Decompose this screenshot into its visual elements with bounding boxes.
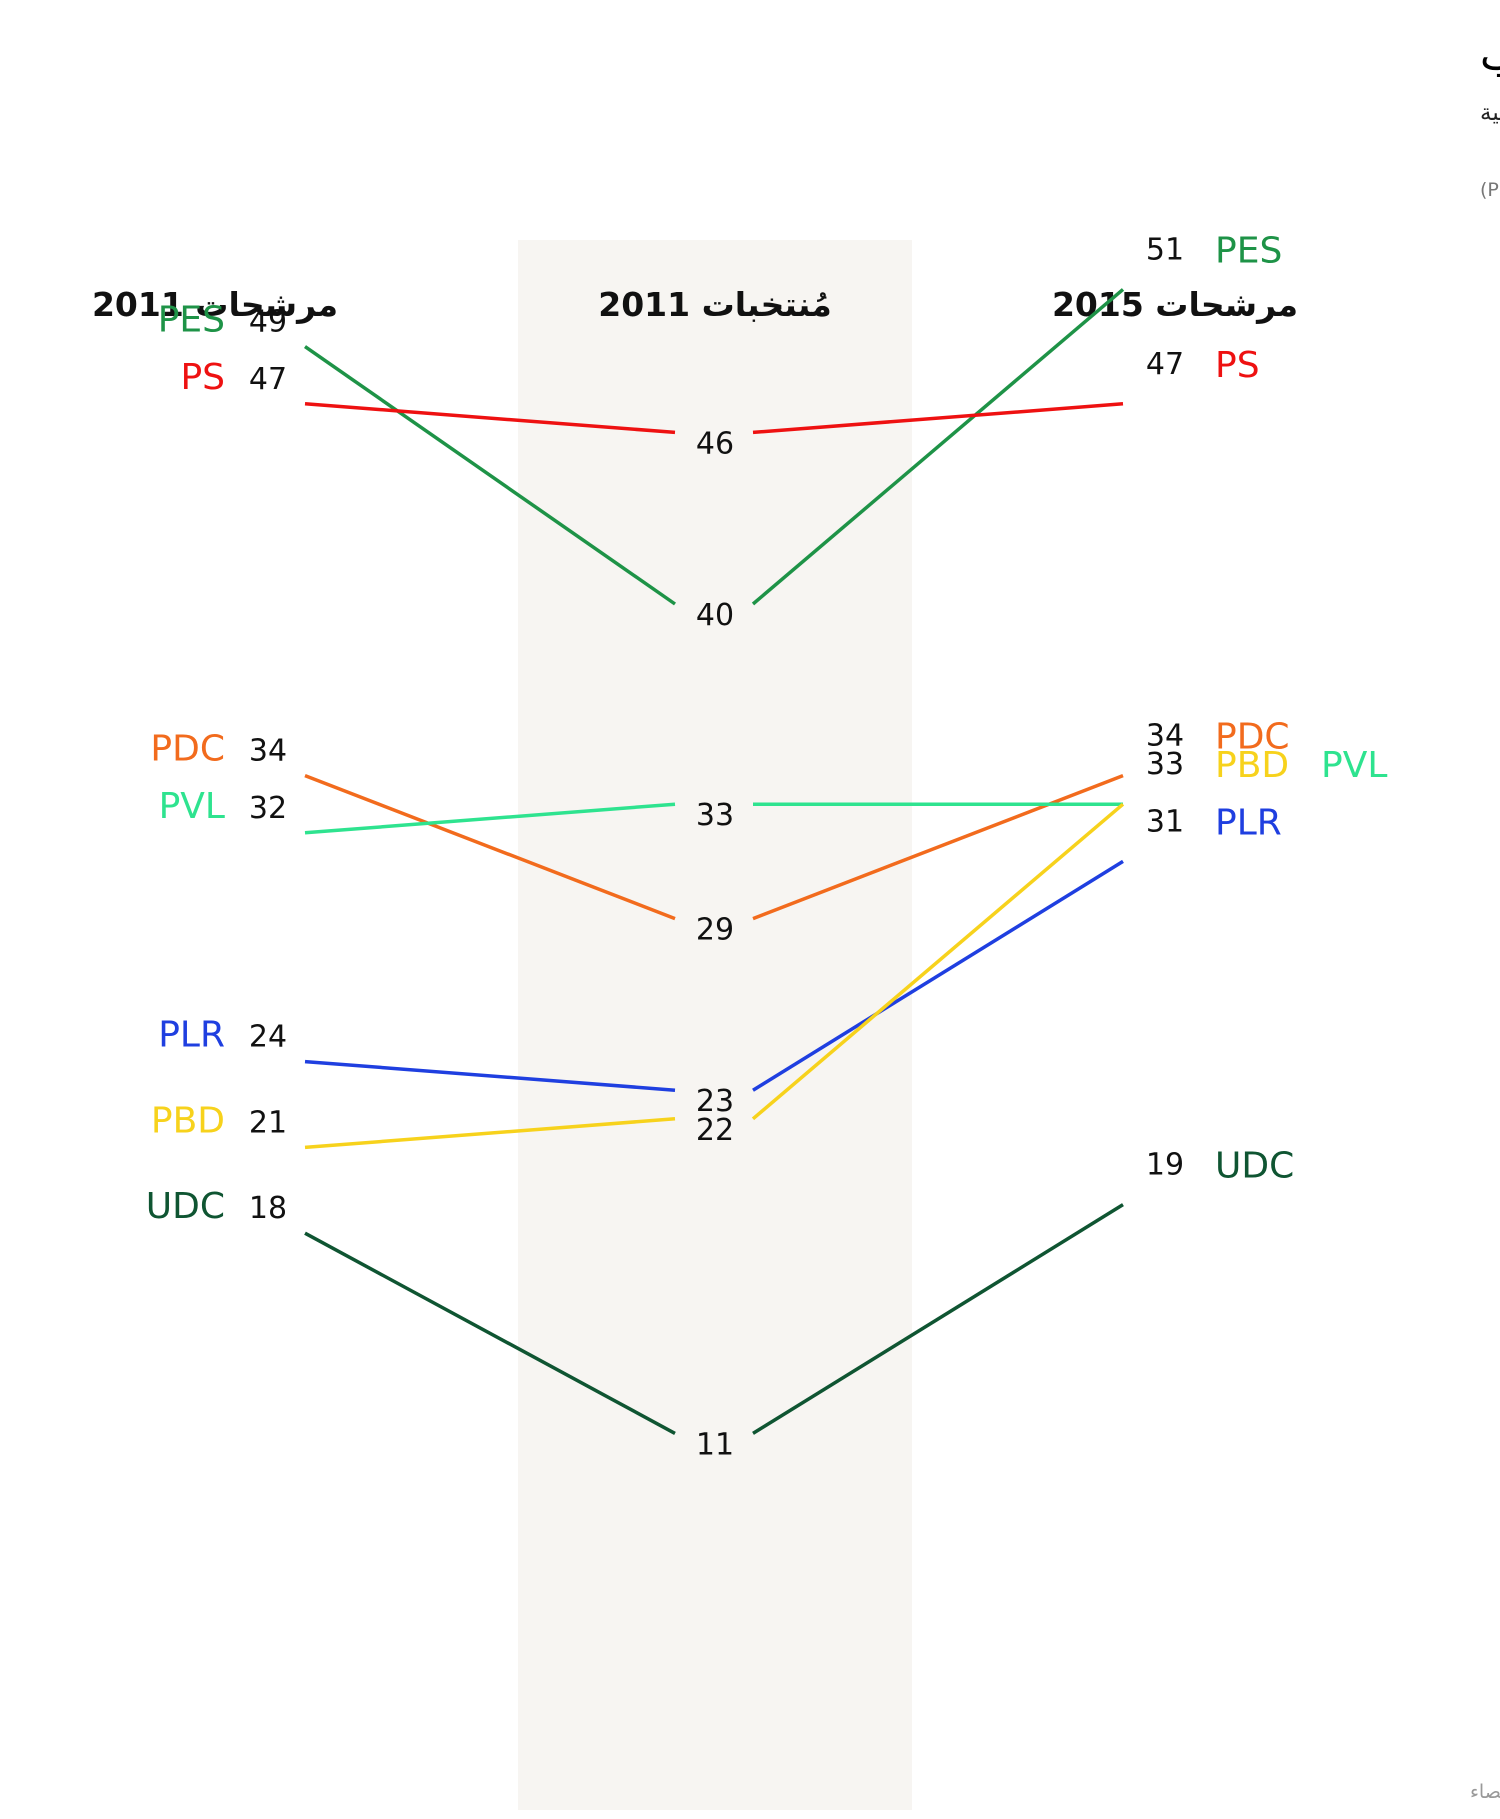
party-label-right-plr: PLR <box>1215 802 1282 843</box>
chart-subtitle: نسبة المرشحات والمنتخبات في مجلس النواب … <box>1480 98 1500 126</box>
value-2011-elected-pvl: 33 <box>696 798 734 833</box>
party-label-left-ps: PS <box>180 357 225 398</box>
line-plr-left <box>304 1059 676 1092</box>
value-labels: 49 PES 40 47 PS 46 34 PDC 29 32 PVL 33 24 PLR 23 21 PBD 2… <box>146 230 1388 1462</box>
value-2015-candidates-31: 31 <box>1146 804 1184 839</box>
value-2015-candidates-34: 34 <box>1146 719 1184 754</box>
line-pbd-left <box>304 1117 676 1150</box>
line-pbd-right <box>751 802 1125 1121</box>
value-2011-candidates-pvl: 32 <box>249 791 287 826</box>
party-label-right-pes: PES <box>1215 230 1282 271</box>
column-header-2: مرشحات 2015 <box>1052 285 1298 325</box>
value-2011-elected-pbd: 22 <box>696 1113 734 1148</box>
party-label-left-plr: PLR <box>158 1015 225 1056</box>
slope-lines <box>304 288 1125 1435</box>
party-label-left-pbd: PBD <box>151 1100 225 1141</box>
value-2011-elected-ps: 46 <box>696 426 734 461</box>
party-label-right-pdc: PDC <box>1215 717 1290 758</box>
value-2011-elected-udc: 11 <box>696 1427 734 1462</box>
chart-title: مجلس النواب السويسري (الغرفة السفلى): ال… <box>1480 29 1500 80</box>
value-2011-candidates-pes: 49 <box>249 305 287 340</box>
value-2011-candidates-plr: 24 <box>249 1020 287 1055</box>
party-label-left-pes: PES <box>158 300 225 341</box>
value-2015-candidates-19: 19 <box>1146 1148 1184 1183</box>
party-label-left-pdc: PDC <box>150 729 225 770</box>
party-label-right-pvl: PVL <box>1321 745 1387 786</box>
value-2011-candidates-pbd: 21 <box>249 1105 287 1140</box>
line-ps-left <box>304 402 676 435</box>
value-2015-candidates-47: 47 <box>1146 347 1184 382</box>
value-2011-elected-pdc: 29 <box>696 913 734 948</box>
source-note: المصدر: المكتب الفدرالي للإحصاء <box>1470 1781 1500 1803</box>
party-abbreviation-note: (الخضر PEV، الإشتراكي PS، الديمقراطي الم… <box>1480 179 1500 201</box>
column-headers: مرشحات 2011 مُنتخبات 2011 مرشحات 2015 <box>92 285 1298 325</box>
line-pes-right <box>751 288 1125 606</box>
line-udc-right <box>752 1203 1124 1435</box>
party-label-right-ps: PS <box>1215 345 1260 386</box>
party-label-left-pvl: PVL <box>159 786 225 827</box>
line-pdc-left <box>304 773 676 921</box>
value-2011-candidates-udc: 18 <box>249 1191 287 1226</box>
value-2011-candidates-pdc: 34 <box>249 734 287 769</box>
party-label-right-pbd: PBD <box>1215 745 1289 786</box>
column-header-1: مُنتخبات 2011 <box>598 285 832 324</box>
line-plr-right <box>752 859 1124 1092</box>
value-2015-candidates-51: 51 <box>1146 232 1184 267</box>
line-ps-right <box>752 402 1124 435</box>
line-pvl-left <box>304 802 676 835</box>
value-2015-candidates-33: 33 <box>1146 747 1184 782</box>
value-2011-candidates-ps: 47 <box>249 362 287 397</box>
line-udc-left <box>304 1231 676 1435</box>
line-pes-left <box>304 345 676 606</box>
value-2011-elected-plr: 23 <box>696 1084 734 1119</box>
party-label-left-udc: UDC <box>146 1186 225 1227</box>
elected-column-background <box>518 240 912 1810</box>
line-pdc-right <box>752 773 1124 921</box>
value-2011-elected-pes: 40 <box>696 598 734 633</box>
party-label-right-udc: UDC <box>1215 1146 1294 1187</box>
column-header-0: مرشحات 2011 <box>92 285 338 325</box>
